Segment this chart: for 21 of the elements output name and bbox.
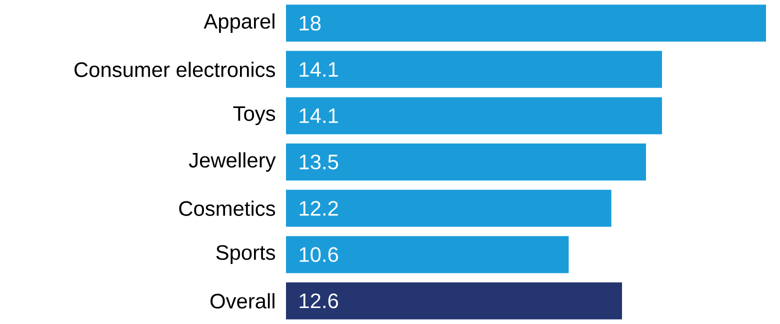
data-label: 14.1 bbox=[300, 108, 338, 123]
y-tick-label: Overall bbox=[210, 293, 274, 309]
data-label: 10.6 bbox=[300, 247, 338, 262]
bar bbox=[286, 282, 622, 320]
y-tick-label: Jewellery bbox=[188, 152, 276, 172]
data-label: 18 bbox=[300, 16, 321, 31]
bar bbox=[286, 236, 569, 274]
bar bbox=[286, 4, 766, 42]
data-label: 12.2 bbox=[300, 200, 338, 216]
bar bbox=[286, 97, 662, 134]
bar bbox=[286, 50, 662, 88]
bar bbox=[286, 190, 612, 227]
y-tick-label: Toys bbox=[233, 106, 276, 126]
y-tick-label: Apparel bbox=[204, 13, 274, 33]
bar bbox=[286, 144, 646, 180]
y-tick-label: Consumer electronics bbox=[74, 62, 275, 78]
data-label: 12.6 bbox=[300, 293, 338, 308]
y-tick-label: Sports bbox=[216, 245, 276, 264]
data-label: 14.1 bbox=[300, 62, 338, 77]
y-tick-label: Cosmetics bbox=[179, 200, 276, 216]
data-label: 13.5 bbox=[300, 154, 338, 170]
